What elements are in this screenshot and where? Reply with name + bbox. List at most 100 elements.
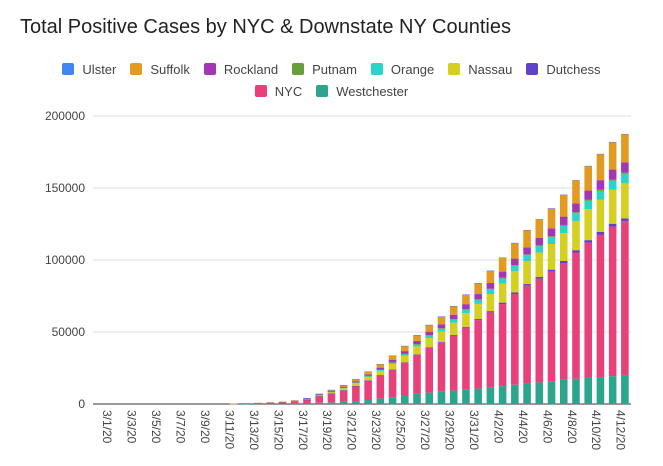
x-tick-label: 3/17/20 — [296, 410, 310, 450]
bar-segment — [449, 322, 458, 336]
bar-segment — [413, 354, 421, 394]
chart-title: Total Positive Cases by NYC & Downstate … — [20, 16, 511, 38]
bar-segment — [388, 397, 397, 404]
legend-label: Westchester — [336, 83, 409, 99]
bar-segment — [596, 180, 605, 190]
bar-segment — [339, 388, 348, 391]
bar-segment — [425, 338, 434, 348]
bar-segment — [413, 340, 421, 345]
bar-segment — [621, 162, 629, 173]
bar-segment — [498, 277, 507, 279]
bar-segment — [535, 245, 544, 247]
y-tick-label: 0 — [78, 397, 85, 411]
bar-segment — [596, 234, 605, 378]
bar-segment — [621, 183, 629, 219]
legend-label: NYC — [274, 83, 303, 99]
bar-segment — [462, 294, 470, 305]
bar-segment — [547, 271, 556, 382]
bar-segment — [290, 400, 299, 402]
bar-segment — [413, 346, 421, 355]
bar-segment — [437, 391, 446, 404]
bar-segment — [608, 179, 617, 181]
bar-segment — [474, 299, 482, 304]
bar-segment — [352, 378, 360, 380]
bar-segment — [474, 320, 482, 389]
bar-segment — [523, 284, 531, 286]
x-tick-label: 3/29/20 — [442, 410, 456, 450]
bar-segment — [437, 324, 446, 329]
legend-swatch — [130, 63, 143, 75]
bar-segment — [559, 194, 568, 217]
bar-segment — [364, 371, 372, 372]
bar-segment — [608, 226, 617, 377]
bar-segment — [413, 334, 421, 336]
bar-segment — [596, 189, 605, 191]
bar-segment — [511, 242, 519, 244]
x-tick-label: 4/6/20 — [540, 410, 554, 444]
bar-segment — [511, 292, 519, 294]
bar-segment — [535, 252, 544, 277]
legend-swatch — [370, 63, 383, 75]
bar-segment — [559, 260, 568, 264]
legend-label: Nassau — [468, 61, 513, 77]
x-tick-label: 3/3/20 — [125, 410, 139, 444]
bar-segment — [608, 376, 617, 404]
legend-row: Ulster Suffolk Rockland Putnam Orange Nassau D… — [0, 58, 663, 80]
bar-segment — [339, 386, 348, 388]
bar-segment — [608, 180, 617, 190]
bar-segment — [376, 369, 385, 370]
bar-segment — [303, 402, 311, 404]
bar-segment — [584, 200, 592, 210]
bar-segment — [498, 257, 507, 258]
bar-segment — [437, 328, 446, 329]
bar-segment — [572, 203, 580, 213]
bar-segment — [584, 377, 592, 404]
bar-segment — [437, 316, 446, 317]
legend-label: Dutchess — [546, 61, 601, 77]
x-tick-label: 3/23/20 — [369, 410, 383, 450]
legend-item: Suffolk — [130, 62, 190, 77]
bar-segment — [584, 242, 592, 378]
bar-segment — [425, 335, 434, 339]
bar-segment — [254, 402, 262, 404]
bar-segment — [596, 199, 605, 232]
bar-segment — [437, 331, 446, 343]
bar-segment — [462, 327, 470, 390]
bar-segment — [535, 219, 544, 220]
bar-segment — [401, 351, 409, 354]
bar-segment — [547, 269, 556, 272]
bar-segment — [486, 288, 495, 290]
bar-segment — [511, 258, 519, 266]
bar-segment — [388, 362, 397, 363]
bar-segment — [486, 312, 495, 388]
bar-segment — [327, 391, 336, 392]
bar-segment — [559, 216, 568, 225]
bar-segment — [547, 244, 556, 270]
bar-segment — [621, 134, 629, 163]
bar-segment — [339, 385, 348, 387]
bar-segment — [437, 316, 446, 325]
bar-segment — [462, 326, 470, 328]
legend-label: Orange — [390, 61, 435, 77]
bar-segment — [303, 398, 311, 399]
bar-segment — [547, 228, 556, 237]
bar-segment — [266, 402, 275, 403]
bar-segment — [498, 386, 507, 404]
x-tick-label: 3/1/20 — [100, 410, 114, 444]
bar-segment — [290, 400, 299, 401]
bar-segment — [425, 324, 434, 326]
legend-item: Dutchess — [526, 61, 601, 77]
bar-segment — [303, 399, 311, 403]
bar-segment — [376, 398, 385, 404]
bar-segment — [413, 344, 421, 345]
bar-segment — [327, 392, 336, 394]
bar-segment — [608, 189, 617, 224]
bar-segment — [278, 403, 287, 405]
bar-segment — [290, 401, 299, 404]
bar-segment — [278, 401, 287, 403]
bar-segment — [303, 398, 311, 400]
bar-segment — [376, 367, 385, 370]
bar-segment — [474, 303, 482, 320]
bar-segment — [327, 402, 336, 404]
bar-segment — [572, 250, 580, 253]
